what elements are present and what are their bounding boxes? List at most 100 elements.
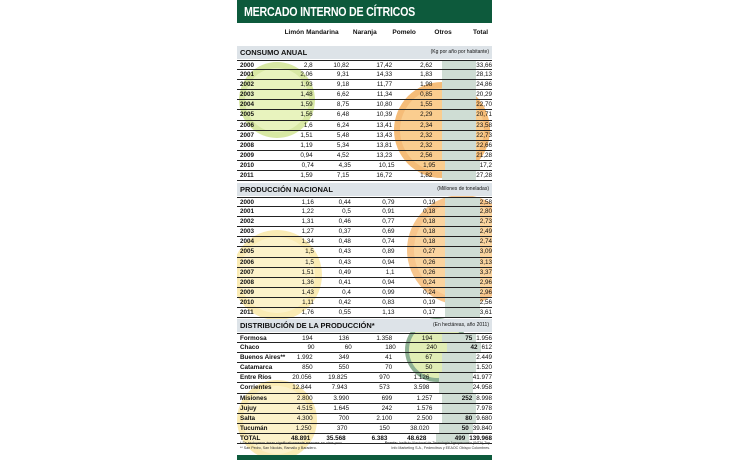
row-label-text: 2007: [240, 131, 255, 139]
table-cell: 4,35: [338, 161, 351, 169]
table-cell: 136: [338, 335, 350, 342]
row-label-text: Formosa: [240, 335, 267, 342]
table-cell: 70: [385, 364, 393, 372]
table-cell: 4,52: [336, 151, 350, 159]
section-unit: (Kg por año por habitante): [430, 49, 489, 55]
table-cell: 20,29: [476, 91, 492, 99]
table-cell: 2.500: [416, 414, 433, 422]
table-cell: 1,56: [300, 111, 313, 119]
table-cell: 1,59: [300, 101, 313, 109]
table-row: Salta 4.300 700 2.100 2.500 80 9.680: [237, 413, 492, 424]
table-cell: 1,95: [423, 161, 436, 169]
table-cell: 2,34: [420, 121, 433, 129]
table-cell: [442, 61, 477, 70]
row-label-text: 2008: [240, 278, 255, 286]
table-cell: [442, 150, 477, 160]
table-cell: 48.891: [291, 434, 311, 442]
table-cell: [442, 80, 477, 90]
table-cell: [445, 257, 480, 267]
table-cell: 50: [425, 364, 433, 372]
table-cell: 5,34: [336, 141, 350, 149]
row-label-text: Jujuy: [240, 404, 257, 412]
footnotes: * Se excluyeron áreas significativamente…: [240, 441, 490, 451]
col-header: Pomelo: [392, 29, 416, 36]
table-cell: [442, 120, 477, 130]
table-cell: 0,48: [338, 238, 351, 246]
table-cell: 1.126: [413, 374, 430, 382]
table-cell: [442, 353, 477, 363]
table-cell: 1,51: [300, 131, 313, 139]
table-row: 2005 1,5 0,43 0,89 0,27 3,09: [237, 247, 492, 258]
footnote: ** San Pedro, San Nicolás, Ramallo y Bar…: [240, 446, 317, 450]
table-cell: 1,27: [301, 228, 314, 236]
table-cell: 0,74: [382, 238, 395, 246]
table-cell: 17,42: [376, 62, 393, 69]
table-cell: 2,73: [479, 218, 492, 226]
row-label-text: Corrientes: [240, 384, 272, 392]
row-label-text: 2002: [240, 81, 255, 89]
row-label: 2008: [237, 278, 283, 287]
table-cell: 0,18: [423, 208, 436, 216]
table-row: 2002 1,93 9,18 11,77 1,98 24,86: [237, 80, 492, 91]
table-cell: 0,79: [382, 199, 395, 206]
table-cell: 2,96: [479, 278, 492, 286]
table-cell: 11,77: [376, 81, 393, 89]
table-cell: 2,32: [420, 141, 433, 149]
table-cell: 39.840: [472, 424, 492, 432]
table-row: 2006 1,6 6,24 13,41 2,34 23,58: [237, 120, 492, 131]
table-cell: 41: [385, 354, 393, 362]
table-cell: 2.100: [376, 414, 393, 422]
table-cell: 10,80: [376, 101, 393, 109]
table-cell: 1,83: [420, 71, 433, 79]
row-label: 2005: [237, 110, 282, 119]
table-cell: 0,94: [300, 151, 313, 159]
footer-bar: [237, 455, 492, 460]
row-label: Jujuy: [237, 404, 282, 413]
table-cell: 0,49: [338, 268, 351, 276]
row-label: 2005: [237, 247, 283, 256]
table-cell: [445, 287, 480, 297]
table-cell: [445, 297, 480, 308]
table-cell: [442, 171, 477, 181]
row-label-text: 2005: [240, 248, 255, 256]
row-label-text: 2007: [240, 268, 255, 276]
footnote: * Se excluyeron áreas significativamente…: [240, 441, 343, 445]
table-cell: 0,26: [423, 258, 436, 266]
table-cell: 10,15: [378, 161, 395, 169]
table-cell: 2,49: [479, 228, 492, 236]
row-label-text: 2005: [240, 111, 255, 119]
table-cell: 6,48: [336, 111, 350, 119]
table-cell: 970: [379, 374, 390, 382]
table-cell: 194: [421, 335, 433, 342]
table-cell: 0,69: [382, 228, 395, 236]
table-cell: 850: [302, 364, 313, 372]
table-row: 2009 1,43 0,4 0,99 0,24 2,96: [237, 287, 492, 298]
table-cell: 13,81: [376, 141, 393, 149]
table-cell: 699: [381, 394, 393, 402]
table-cell: 0,4: [342, 288, 351, 296]
col-header: Mandarina: [306, 29, 339, 36]
table-cell: 28,13: [476, 71, 492, 79]
row-label-text: 2010: [240, 298, 255, 306]
row-label: 2006: [237, 258, 283, 267]
table-cell: 1,98: [420, 81, 433, 89]
table-cell: 1.956: [476, 335, 492, 342]
table-cell: [442, 363, 477, 373]
table-cell: 12.844: [292, 384, 312, 392]
table-cell: 1.645: [333, 404, 350, 412]
table-cell: 13,43: [376, 131, 393, 139]
row-label: Formosa: [237, 334, 282, 342]
table-row: 2001 2,06 9,31 14,33 1,83 28,13: [237, 70, 492, 81]
row-label-text: 2002: [240, 218, 255, 226]
table-cell: 1,43: [301, 288, 314, 296]
table-cell: 67: [425, 354, 433, 362]
table-cell: 75: [442, 334, 477, 343]
table-cell: 0,85: [420, 91, 433, 99]
table-cell: 0,83: [382, 298, 395, 306]
table-cell: 349: [338, 354, 350, 362]
row-label: Catamarca: [237, 363, 282, 372]
table-cell: 9,18: [336, 81, 350, 89]
table-cell: [442, 110, 477, 120]
table-cell: 2.800: [296, 394, 313, 402]
table-cell: [442, 70, 477, 80]
